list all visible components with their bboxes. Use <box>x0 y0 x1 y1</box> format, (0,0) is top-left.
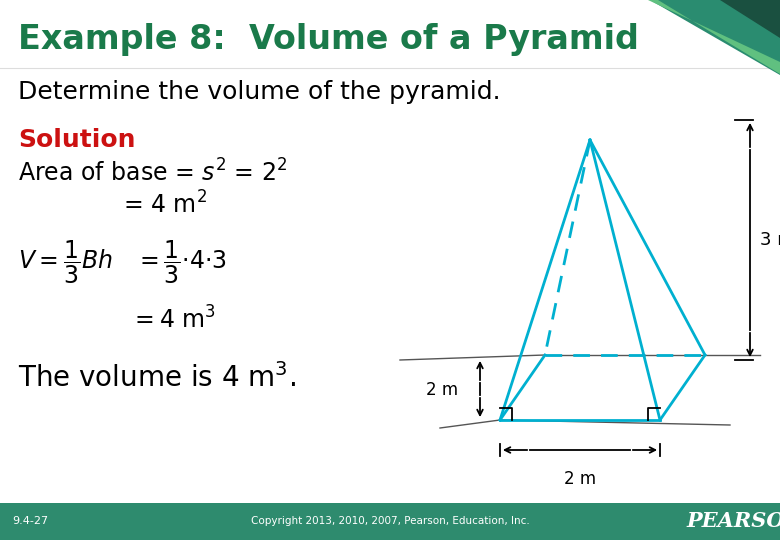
Text: Determine the volume of the pyramid.: Determine the volume of the pyramid. <box>18 80 501 104</box>
Text: PEARSON: PEARSON <box>686 511 780 531</box>
Text: Solution: Solution <box>18 128 136 152</box>
Text: 3 m: 3 m <box>760 231 780 249</box>
Polygon shape <box>650 0 780 75</box>
Text: Copyright 2013, 2010, 2007, Pearson, Education, Inc.: Copyright 2013, 2010, 2007, Pearson, Edu… <box>250 516 530 526</box>
Text: $= 4\ \mathrm{m}^3$: $= 4\ \mathrm{m}^3$ <box>130 306 216 334</box>
Text: $V = \dfrac{1}{3}Bh$   $=\dfrac{1}{3}{\cdot}4{\cdot}3$: $V = \dfrac{1}{3}Bh$ $=\dfrac{1}{3}{\cdo… <box>18 238 227 286</box>
Text: Example 8:  Volume of a Pyramid: Example 8: Volume of a Pyramid <box>18 24 639 57</box>
Polygon shape <box>648 0 780 74</box>
Polygon shape <box>720 0 780 38</box>
FancyBboxPatch shape <box>0 503 780 540</box>
Text: 2 m: 2 m <box>564 470 596 488</box>
Text: = 4 m$^2$: = 4 m$^2$ <box>18 191 207 219</box>
Text: The volume is 4 m$^3$.: The volume is 4 m$^3$. <box>18 363 296 393</box>
Text: Area of base = $s^2$ = $2^2$: Area of base = $s^2$ = $2^2$ <box>18 159 288 187</box>
Text: 9.4-27: 9.4-27 <box>12 516 48 526</box>
Text: 2 m: 2 m <box>426 381 458 399</box>
